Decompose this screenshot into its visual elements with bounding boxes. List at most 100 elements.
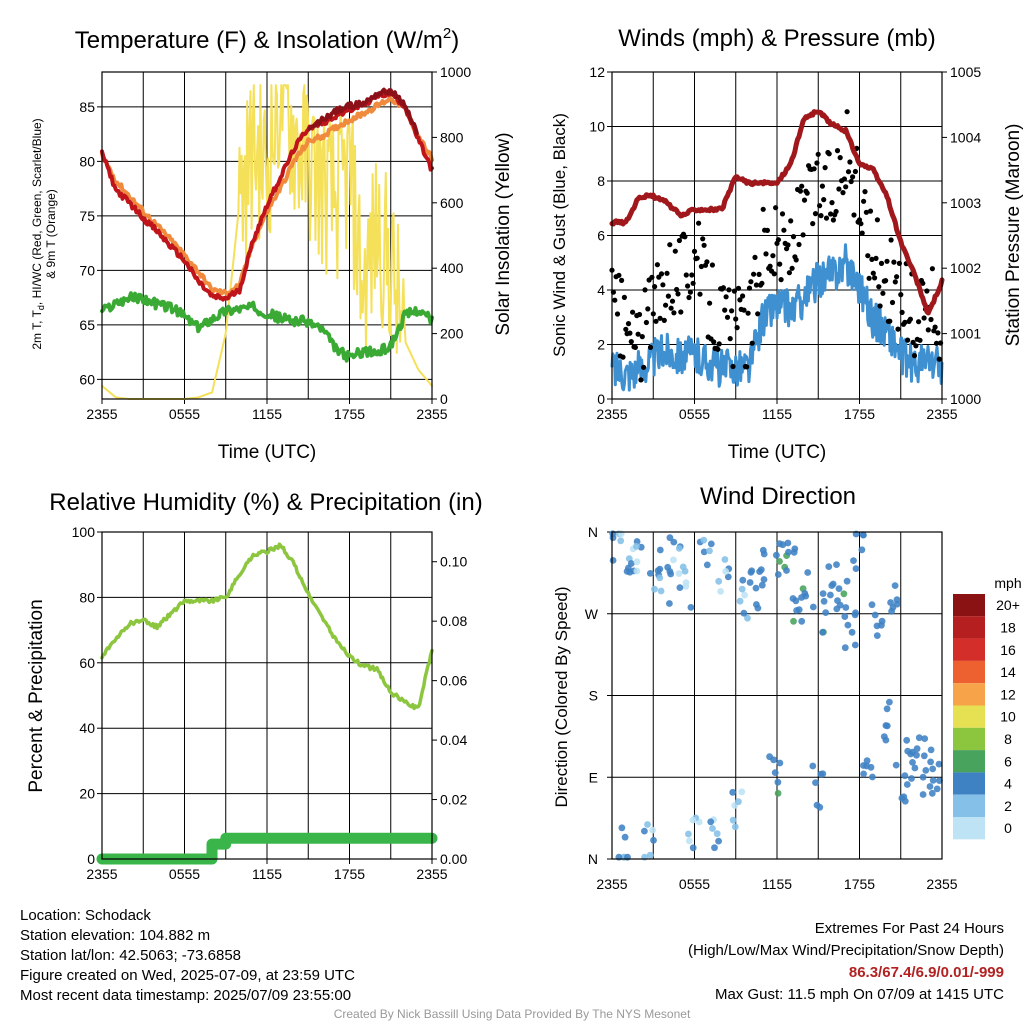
max-gust: Max Gust: 11.5 mph On 07/09 at 1415 UTC	[714, 986, 1004, 1003]
gust-point	[737, 297, 743, 303]
direction-point	[641, 827, 648, 835]
gust-point	[657, 315, 663, 321]
direction-point	[903, 736, 911, 744]
gust-point	[658, 271, 665, 277]
gust-point	[723, 294, 729, 300]
winds-x-tick-label: 1755	[844, 406, 875, 422]
gust-point	[724, 314, 731, 320]
speed-legend-label: 0	[1004, 820, 1012, 836]
direction-point	[859, 531, 867, 539]
gust-point	[844, 109, 850, 115]
direction-y-tick-label: N	[588, 851, 598, 867]
gust-point	[730, 363, 736, 370]
gust-point	[763, 251, 769, 257]
winds-right-ylabel: Station Pressure (Maroon)	[1003, 124, 1024, 347]
direction-point	[928, 789, 936, 797]
winds-y-tick-label: 2	[597, 337, 605, 353]
direction-point	[729, 816, 737, 824]
direction-point	[867, 763, 875, 771]
gust-point	[661, 317, 667, 323]
direction-plot-frame	[611, 531, 943, 860]
direction-point	[676, 584, 684, 591]
direction-x-tick-label: 2355	[596, 876, 627, 892]
gust-point	[826, 151, 832, 157]
direction-point	[869, 773, 876, 781]
direction-point	[841, 644, 849, 652]
temperature-y-tick-label: 65	[79, 317, 95, 333]
direction-point	[784, 539, 792, 547]
speed-legend-swatch	[953, 794, 985, 817]
direction-point	[753, 601, 760, 608]
direction-point	[927, 746, 935, 754]
gust-point	[760, 206, 766, 212]
gust-point	[876, 284, 882, 290]
gust-point	[770, 253, 776, 259]
gust-point	[697, 291, 703, 297]
temperature-y-right-tick-label: 1000	[440, 64, 471, 80]
extremes-values: 86.3/67.4/6.9/0.01/-999	[848, 964, 1004, 981]
gust-point	[847, 159, 853, 165]
direction-point	[822, 609, 830, 616]
direction-point	[760, 550, 768, 558]
direction-point	[852, 609, 859, 617]
winds-y-right-tick-label: 1005	[950, 64, 981, 80]
direction-point	[790, 617, 797, 625]
direction-point	[911, 764, 919, 772]
temperature-xlabel: Time (UTC)	[218, 442, 317, 463]
gust-point	[647, 344, 654, 350]
figure-created: Figure created on Wed, 2025-07-09, at 23…	[20, 967, 355, 984]
direction-point	[889, 604, 897, 611]
winds-y-right-tick-label: 1004	[950, 129, 981, 145]
gust-point	[865, 253, 871, 259]
direction-point	[707, 818, 715, 826]
direction-point	[666, 568, 674, 575]
gust-point	[800, 232, 806, 238]
gust-point	[896, 260, 903, 266]
direction-point	[841, 613, 849, 620]
gust-point	[751, 271, 757, 277]
direction-point	[915, 734, 923, 742]
speed-legend-label: 10	[1000, 709, 1016, 725]
pressure-line	[609, 109, 945, 316]
direction-point	[871, 611, 879, 619]
gust-point	[612, 297, 618, 303]
direction-point	[644, 821, 651, 828]
gust-point	[698, 263, 705, 270]
gust-point	[837, 155, 843, 161]
station-location: Location: Schodack	[20, 907, 151, 924]
gust-point	[685, 283, 691, 289]
gust-point	[859, 230, 865, 236]
direction-point	[820, 597, 828, 605]
direction-point	[752, 584, 760, 592]
gust-point	[722, 307, 728, 313]
direction-point	[771, 769, 779, 776]
direction-point	[819, 628, 826, 636]
gust-point	[863, 209, 870, 215]
temperature-y-tick-label: 80	[79, 153, 95, 169]
recent-data-timestamp: Most recent data timestamp: 2025/07/09 2…	[20, 987, 352, 1004]
humidity-y-right-tick-label: 0.10	[440, 554, 467, 570]
direction-point	[909, 759, 916, 766]
speed-legend-label: 6	[1004, 753, 1012, 769]
gust-point	[785, 242, 791, 248]
direction-point	[790, 548, 798, 556]
direction-point	[758, 581, 766, 589]
temperature-y-tick-label: 60	[79, 371, 95, 387]
humidity-y-right-tick-label: 0.02	[440, 792, 467, 808]
gust-point	[668, 305, 674, 311]
hi-wc-line	[307, 87, 419, 136]
gust-point	[856, 217, 863, 223]
direction-point	[819, 770, 827, 778]
gust-point	[833, 208, 839, 215]
speed-legend-swatch	[953, 750, 985, 773]
gust-point	[619, 277, 625, 283]
gust-point	[932, 324, 938, 330]
direction-point	[746, 579, 754, 586]
credit-line: Created By Nick Bassill Using Data Provi…	[333, 1007, 691, 1021]
temperature-panel-title: Temperature (F) & Insolation (W/m2)	[75, 25, 459, 54]
winds-y-right-tick-label: 1003	[950, 195, 981, 211]
direction-point	[739, 576, 747, 584]
gust-point	[707, 300, 713, 306]
direction-point	[621, 833, 629, 841]
